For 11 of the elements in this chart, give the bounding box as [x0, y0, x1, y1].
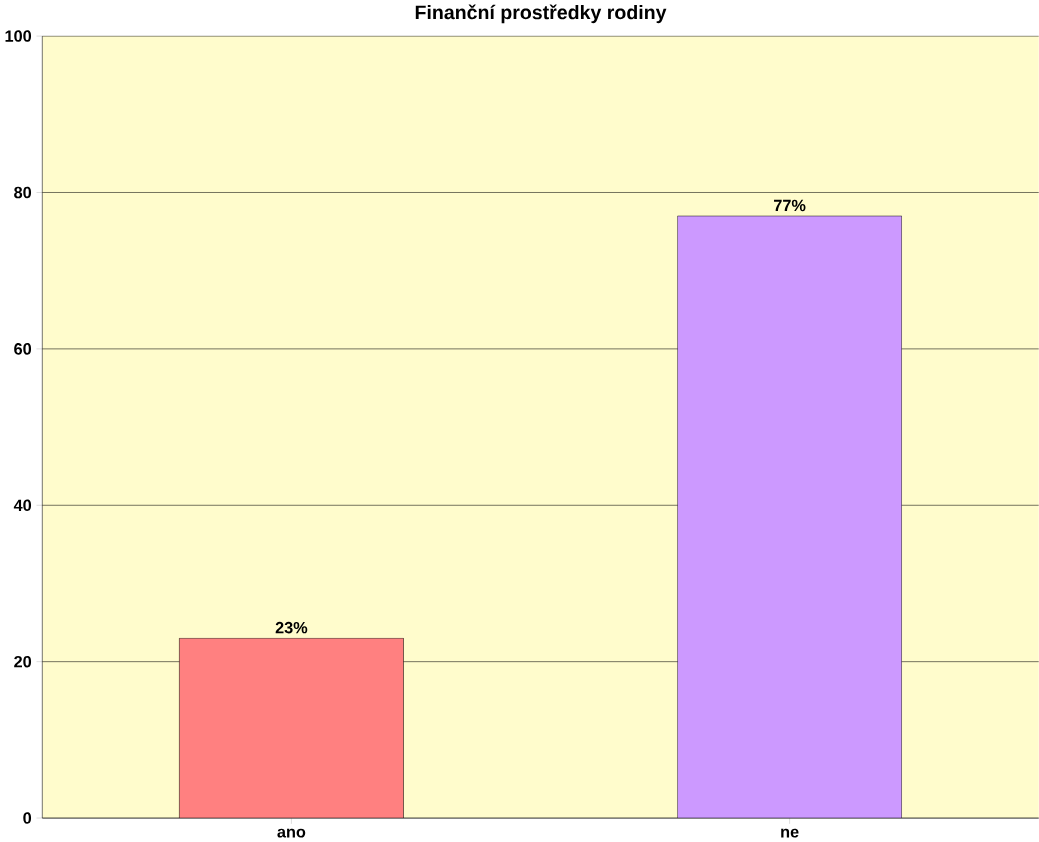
- y-tick-label: 80: [14, 186, 32, 199]
- y-tick-label: 20: [14, 655, 32, 668]
- y-tick-label: 0: [23, 812, 32, 824]
- x-tick-label: ne: [781, 828, 799, 838]
- x-tick-label: ano: [277, 828, 306, 838]
- chart-title: Finanční prostředky rodiny: [415, 4, 667, 24]
- y-tick-label: 100: [5, 30, 32, 42]
- data-label: 23%: [275, 621, 308, 634]
- data-label: 77%: [774, 199, 806, 212]
- y-tick-label: 40: [13, 499, 32, 511]
- y-tick-label: 60: [14, 343, 32, 355]
